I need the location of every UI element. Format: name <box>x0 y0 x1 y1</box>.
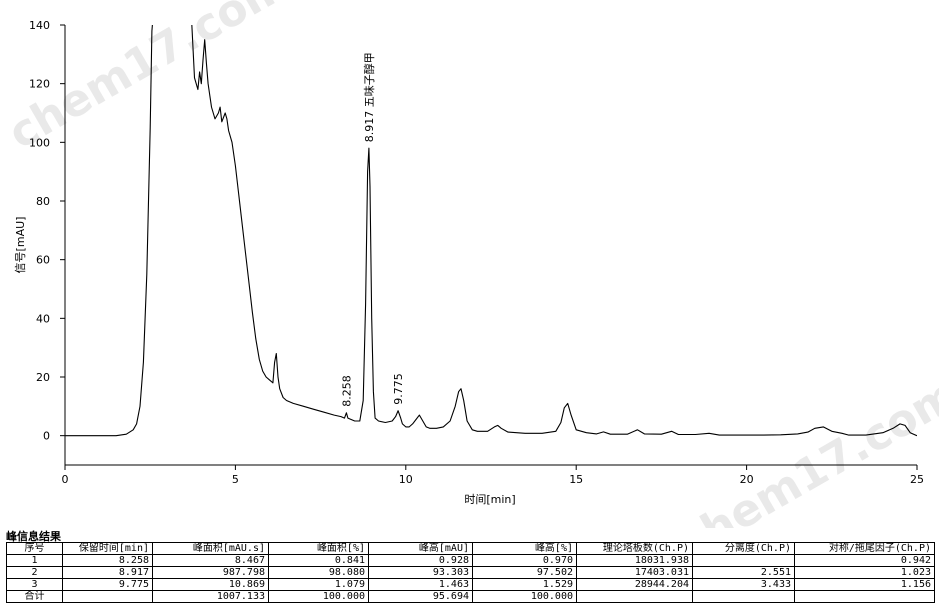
table-cell: 8.467 <box>152 554 269 567</box>
x-tick-label: 10 <box>399 473 413 486</box>
table-cell: 1.463 <box>368 578 473 591</box>
y-tick-label: 40 <box>36 312 50 325</box>
table-cell: 100.000 <box>268 590 369 603</box>
table-cell: 1.023 <box>794 566 935 579</box>
column-header: 峰高[mAU] <box>368 542 473 555</box>
peak-label: 8.917 五味子醇甲 <box>362 52 376 142</box>
column-header: 峰面积[mAU.s] <box>152 542 269 555</box>
table-cell: 100.000 <box>472 590 577 603</box>
table-cell: 3.433 <box>692 578 795 591</box>
table-cell: 1 <box>6 554 63 567</box>
axis-ticks: 0 5 10 15 20 25 0 20 40 60 80 100 120 140 <box>29 19 924 486</box>
table-cell: 1007.133 <box>152 590 269 603</box>
table-cell <box>692 554 795 567</box>
table-cell: 95.694 <box>368 590 473 603</box>
table-row: 合计 1007.133 100.000 95.694 100.000 <box>6 590 935 603</box>
table-cell: 0.841 <box>268 554 369 567</box>
y-tick-label: 80 <box>36 195 50 208</box>
table-cell: 98.080 <box>268 566 369 579</box>
y-tick-label: 120 <box>29 78 50 91</box>
table-cell: 10.869 <box>152 578 269 591</box>
table-cell: 1.156 <box>794 578 935 591</box>
table-cell: 18031.938 <box>576 554 693 567</box>
table-cell: 9.775 <box>62 578 153 591</box>
x-tick-label: 5 <box>232 473 239 486</box>
peak-label: 9.775 <box>392 373 405 405</box>
column-header: 序号 <box>6 542 63 555</box>
y-tick-label: 20 <box>36 371 50 384</box>
table-cell: 28944.204 <box>576 578 693 591</box>
table-cell: 93.303 <box>368 566 473 579</box>
column-header: 保留时间[min] <box>62 542 153 555</box>
table-cell: 1.079 <box>268 578 369 591</box>
x-tick-label: 15 <box>569 473 583 486</box>
table-cell <box>794 590 935 603</box>
y-tick-label: 100 <box>29 136 50 149</box>
table-cell <box>62 590 153 603</box>
table-header-row: 序号 保留时间[min] 峰面积[mAU.s] 峰面积[%] 峰高[mAU] 峰高[%] 理… <box>6 542 935 555</box>
results-title: 峰信息结果 <box>6 530 61 543</box>
table-cell: 17403.031 <box>576 566 693 579</box>
table-cell: 0.970 <box>472 554 577 567</box>
peak-results-table: 序号 保留时间[min] 峰面积[mAU.s] 峰面积[%] 峰高[mAU] 峰高[%] 理… <box>6 542 935 603</box>
table-cell: 3 <box>6 578 63 591</box>
table-row: 1 8.258 8.467 0.841 0.928 0.970 18031.938 0.942 <box>6 554 935 567</box>
plot-frame <box>64 25 917 466</box>
x-axis-title: 时间[min] <box>464 493 515 506</box>
table-cell: 8.917 <box>62 566 153 579</box>
y-axis-title: 信号[mAU] <box>14 217 27 274</box>
table-cell: 2.551 <box>692 566 795 579</box>
y-tick-label: 60 <box>36 254 50 267</box>
peak-labels: 8.258 8.917 五味子醇甲 9.775 <box>340 52 405 407</box>
watermark-right: chem17.com <box>670 369 939 528</box>
y-tick-label: 140 <box>29 19 50 32</box>
table-row: 2 8.917 987.798 98.080 93.303 97.502 17403.031… <box>6 566 935 579</box>
table-cell: 合计 <box>6 590 63 603</box>
table-cell: 0.928 <box>368 554 473 567</box>
table-cell: 2 <box>6 566 63 579</box>
peak-label: 8.258 <box>340 375 353 407</box>
table-cell <box>692 590 795 603</box>
table-cell: 1.529 <box>472 578 577 591</box>
table-row: 3 9.775 10.869 1.079 1.463 1.529 28944.204 3.43… <box>6 578 935 591</box>
column-header: 理论塔板数(Ch.P) <box>576 542 693 555</box>
y-tick-label: 0 <box>43 430 50 443</box>
table-cell: 97.502 <box>472 566 577 579</box>
x-tick-label: 0 <box>62 473 69 486</box>
column-header: 峰高[%] <box>472 542 577 555</box>
series-line <box>65 25 917 437</box>
x-tick-label: 25 <box>910 473 924 486</box>
column-header: 峰面积[%] <box>268 542 369 555</box>
x-tick-label: 20 <box>740 473 754 486</box>
table-cell: 8.258 <box>62 554 153 567</box>
signal-trace <box>65 25 917 437</box>
column-header: 分离度(Ch.P) <box>692 542 795 555</box>
chromatogram-chart: chem17.com chem17.com 0 5 10 15 20 2502040608… <box>0 0 939 528</box>
table-cell: 0.942 <box>794 554 935 567</box>
table-cell <box>576 590 693 603</box>
table-cell: 987.798 <box>152 566 269 579</box>
column-header: 对称/拖尾因子(Ch.P) <box>794 542 935 555</box>
